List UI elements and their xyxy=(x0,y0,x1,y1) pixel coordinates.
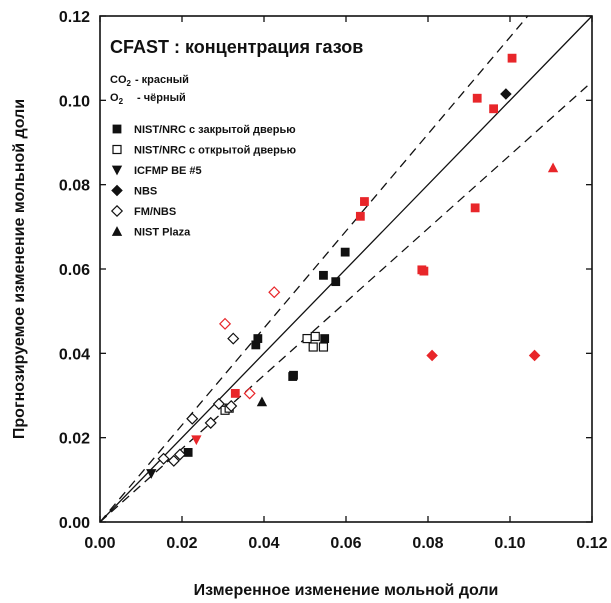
svg-text:O2- чёрный: O2 - чёрный xyxy=(110,92,186,106)
color-note-o2: O2 - чёрный xyxy=(110,92,186,106)
data-point-o2 xyxy=(227,332,240,345)
data-point-o2 xyxy=(310,331,320,342)
x-tick-label: 0.04 xyxy=(248,535,279,552)
x-tick-label: 0.02 xyxy=(166,535,197,552)
axis-ticks: 0.00 0.02 0.04 0.06 0.08 0.10 0.12 0.00 0.02 0.04… xyxy=(59,9,608,552)
x-axis-title: Измеренное изменение мольной доли xyxy=(194,582,499,599)
data-point-co2 xyxy=(426,349,438,362)
color-note-co2-species: CO xyxy=(110,74,127,86)
data-point-o2 xyxy=(319,270,328,280)
color-note-co2-text: - красный xyxy=(135,74,189,86)
data-point-co2 xyxy=(243,387,256,400)
data-point-co2 xyxy=(268,286,281,299)
data-point-co2 xyxy=(507,53,517,63)
y-axis-title: Прогнозируемое изменение мольной доли xyxy=(11,99,28,439)
legend-marker xyxy=(111,165,123,176)
y-tick-label: 0.02 xyxy=(59,431,90,448)
data-point-o2 xyxy=(331,277,341,287)
x-tick-label: 0.00 xyxy=(84,535,115,552)
data-point-co2 xyxy=(547,162,559,173)
x-tick-label: 0.10 xyxy=(494,535,525,552)
data-point-o2 xyxy=(225,399,238,413)
data-point-o2 xyxy=(308,342,318,352)
data-point-o2 xyxy=(302,333,312,344)
legend-label: FM/NBS xyxy=(134,206,176,218)
legend-label: ICFMP BE #5 xyxy=(134,165,202,177)
reference-lines xyxy=(99,15,593,523)
data-point-co2 xyxy=(219,317,232,330)
data-point-o2 xyxy=(173,448,186,461)
chart-title: CFAST : концентрация газов xyxy=(110,37,363,57)
y-tick-label: 0.08 xyxy=(59,178,90,195)
x-tick-label: 0.12 xyxy=(576,535,607,552)
data-point-co2 xyxy=(230,388,240,398)
data-point-o2 xyxy=(320,334,330,343)
x-tick-label: 0.06 xyxy=(330,535,361,552)
data-point-co2 xyxy=(191,435,202,446)
identity-line xyxy=(99,15,593,523)
data-point-o2 xyxy=(256,396,268,407)
data-point-o2 xyxy=(146,469,157,479)
legend-marker xyxy=(111,226,123,236)
legend-label: NIST Plaza xyxy=(134,227,191,239)
data-point-co2 xyxy=(489,104,499,114)
color-note-o2-species: O xyxy=(110,92,119,104)
color-note-o2-subscript: 2 xyxy=(119,97,124,106)
legend-marker xyxy=(111,184,123,197)
data-point-co2 xyxy=(419,266,429,276)
legend-label: NIST/NRC с закрытой дверью xyxy=(134,124,296,136)
y-tick-label: 0.04 xyxy=(59,346,90,363)
data-point-co2 xyxy=(355,211,365,221)
data-points xyxy=(146,53,559,479)
legend-label: NIST/NRC с открытой дверью xyxy=(134,145,296,157)
data-point-o2 xyxy=(500,88,512,100)
data-point-o2 xyxy=(318,342,329,352)
y-tick-label: 0.06 xyxy=(59,262,90,279)
y-tick-label: 0.10 xyxy=(59,93,90,110)
data-point-o2 xyxy=(340,247,350,257)
y-tick-label: 0.00 xyxy=(59,515,90,532)
legend-marker xyxy=(112,124,122,134)
data-point-co2 xyxy=(528,349,541,362)
data-point-o2 xyxy=(157,452,170,465)
dashed-bound-line-1 xyxy=(99,15,529,523)
legend-marker xyxy=(112,144,122,155)
data-point-o2 xyxy=(204,416,217,429)
data-point-co2 xyxy=(472,93,482,103)
x-tick-label: 0.08 xyxy=(412,535,443,552)
color-note-co2-subscript: 2 xyxy=(127,79,132,88)
data-point-co2 xyxy=(470,203,480,213)
data-point-o2 xyxy=(212,397,225,410)
data-point-o2 xyxy=(253,334,263,343)
color-note-o2-text: - чёрный xyxy=(137,92,186,104)
svg-text:CO2- красный: CO2- красный xyxy=(110,74,189,88)
legend-marker xyxy=(110,204,124,218)
color-note-co2: CO2- красный xyxy=(110,74,189,88)
data-point-co2 xyxy=(360,197,369,206)
legend-label: NBS xyxy=(134,186,157,198)
data-point-o2 xyxy=(289,370,298,380)
dashed-bound-line-2 xyxy=(99,81,593,523)
data-point-o2 xyxy=(183,448,193,457)
data-point-o2 xyxy=(167,454,180,467)
data-point-o2 xyxy=(186,412,199,425)
legend: NIST/NRC с закрытой дверью NIST/NRC с отк… xyxy=(110,124,296,239)
y-tick-label: 0.12 xyxy=(59,9,90,26)
